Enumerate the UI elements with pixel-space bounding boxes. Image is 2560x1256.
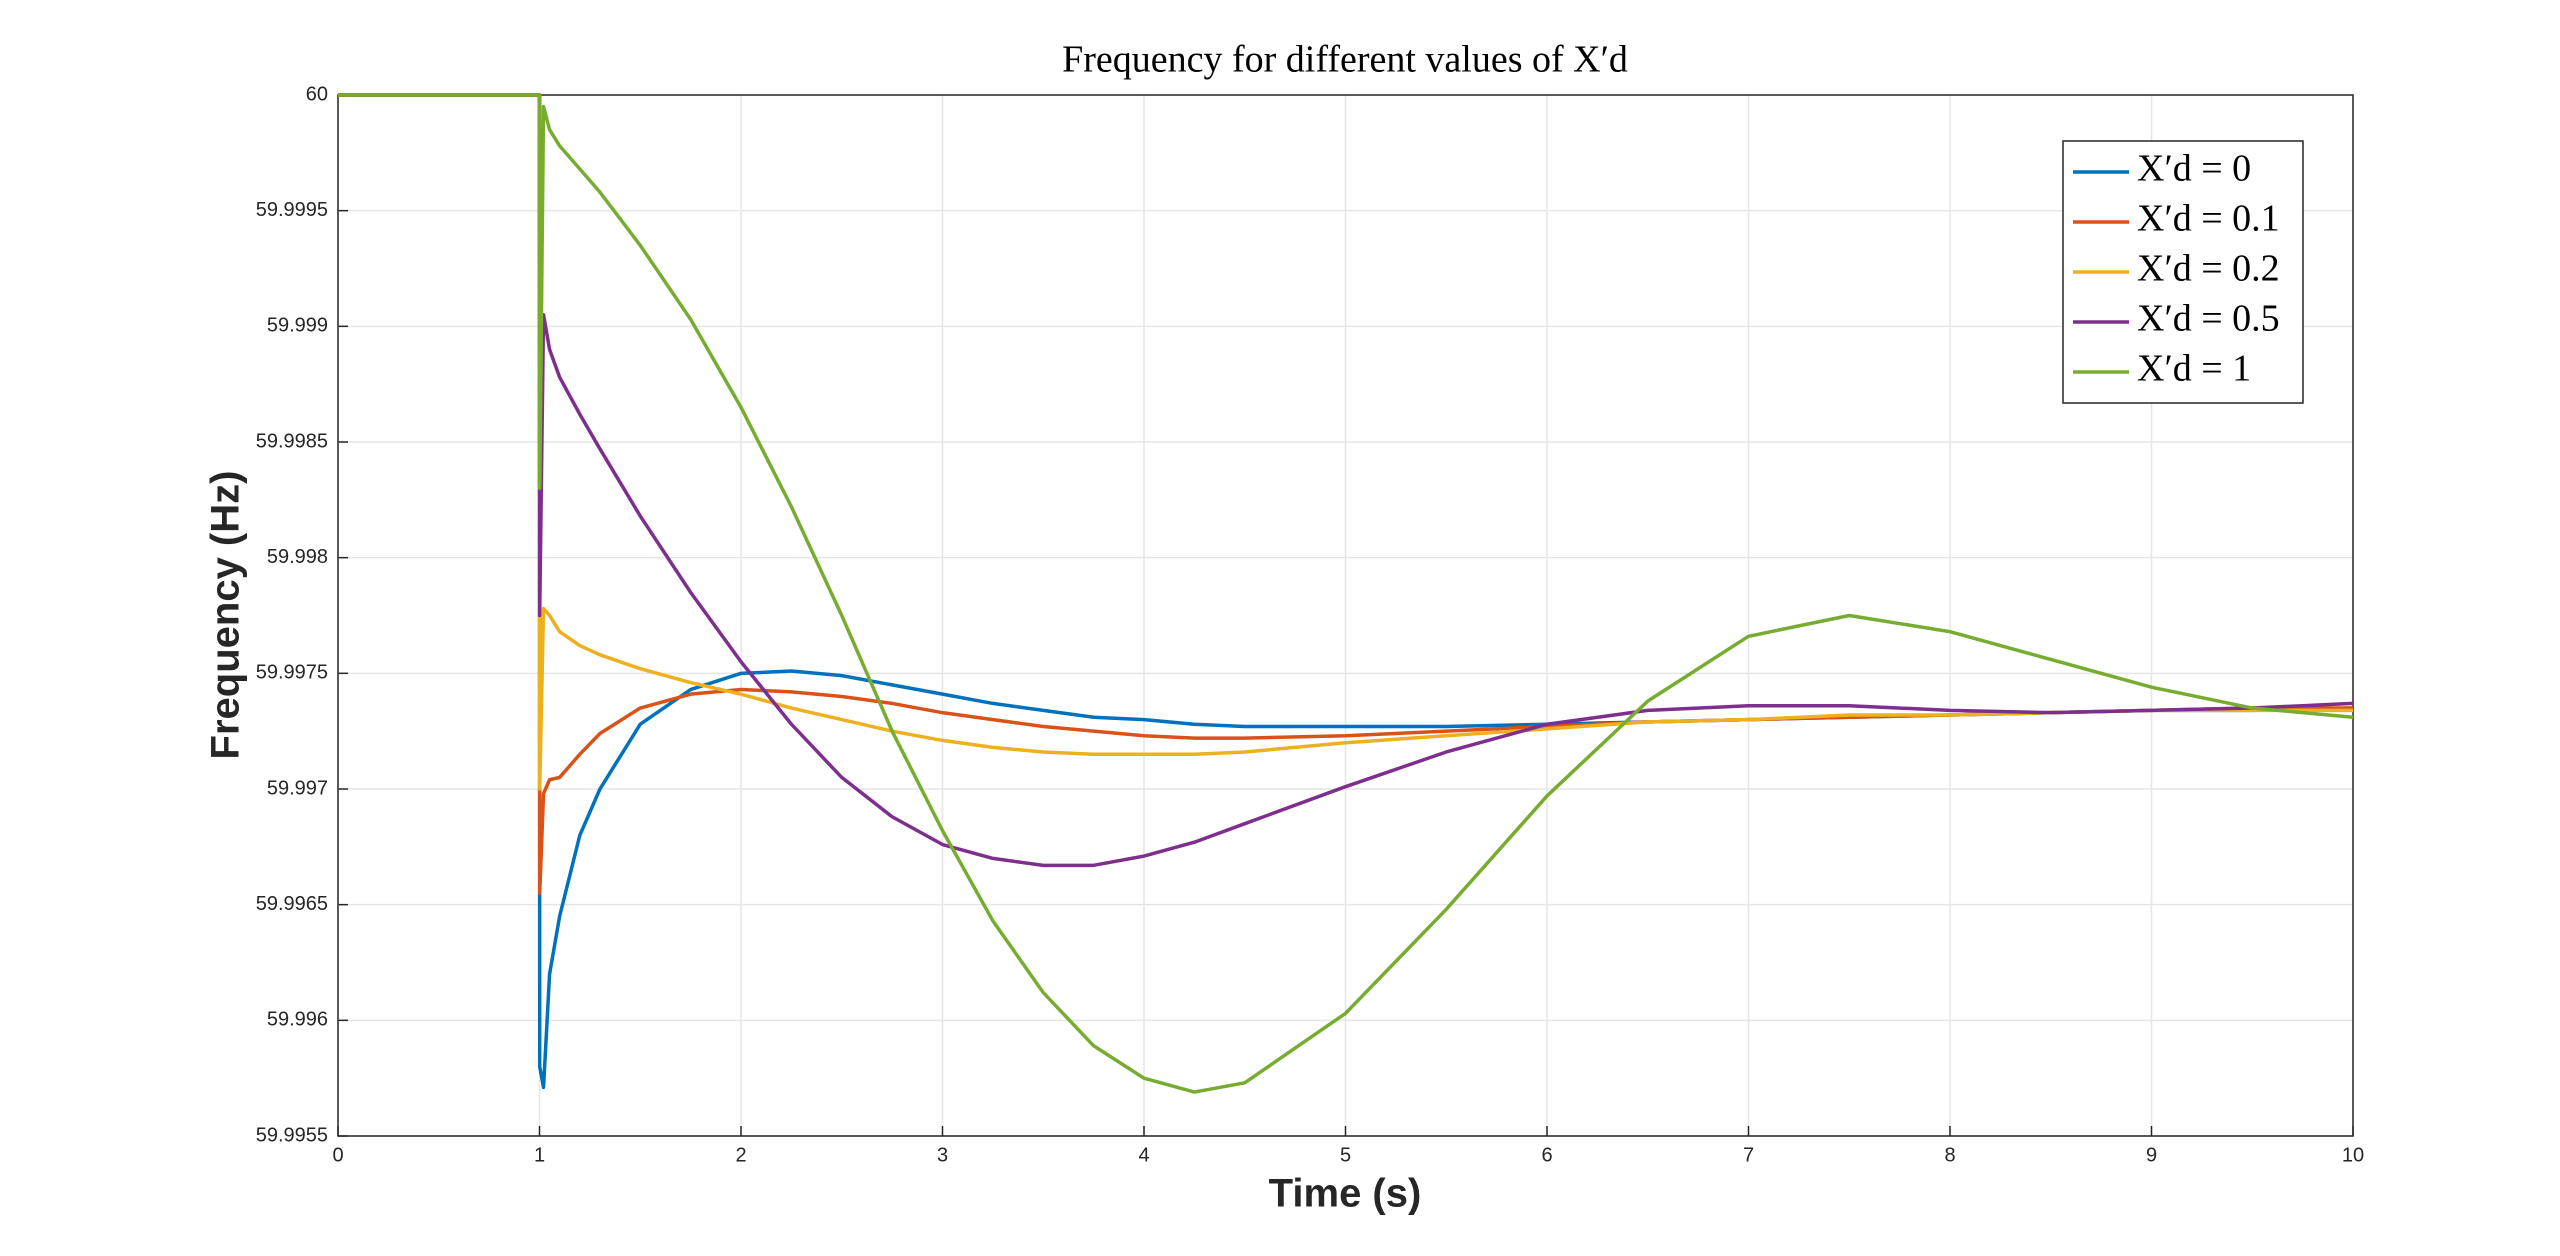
legend-label: X′d = 0.1 — [2137, 198, 2280, 240]
x-tick-label: 8 — [1944, 1144, 1955, 1166]
series-line — [338, 93, 2353, 791]
axes-box — [337, 94, 2354, 1137]
y-tick-label: 59.997 — [267, 777, 328, 799]
x-tick-label: 2 — [735, 1144, 746, 1166]
x-tick-label: 0 — [332, 1144, 343, 1166]
y-tick-label: 59.9995 — [256, 199, 328, 221]
x-tick-label: 9 — [2146, 1144, 2157, 1166]
legend-label: X′d = 0 — [2137, 148, 2251, 190]
x-tick-label: 4 — [1138, 1144, 1149, 1166]
legend: X′d = 0 X′d = 0.1 X′d = 0.2 X′d = 0.5 X′d = … — [2062, 140, 2304, 404]
y-tick-label: 59.999 — [267, 315, 328, 337]
x-axis-label: Time (s) — [1269, 1172, 1422, 1216]
y-axis-label: Frequency (Hz) — [204, 471, 248, 760]
legend-label: X′d = 0.5 — [2137, 298, 2280, 340]
x-tick-label: 7 — [1743, 1144, 1754, 1166]
y-tick-label: 59.9955 — [256, 1124, 328, 1146]
x-tick-label: 5 — [1340, 1144, 1351, 1166]
y-tick-label: 59.996 — [267, 1009, 328, 1031]
legend-label: X′d = 0.2 — [2137, 248, 2280, 290]
series-line — [338, 93, 2353, 895]
y-tick-label: 59.9975 — [256, 662, 328, 684]
x-tick-label: 1 — [534, 1144, 545, 1166]
x-tick-label: 10 — [2342, 1144, 2364, 1166]
x-tick-label: 3 — [937, 1144, 948, 1166]
series-line — [338, 93, 2354, 868]
series-line — [338, 93, 2354, 1094]
chart-title: Frequency for different values of X′d — [1062, 39, 1628, 81]
y-tick-label: 59.998 — [267, 546, 328, 568]
y-tick-label: 60 — [306, 83, 328, 105]
y-tick-label: 59.9965 — [256, 893, 328, 915]
legend-label: X′d = 1 — [2137, 348, 2251, 390]
x-tick-label: 6 — [1541, 1144, 1552, 1166]
y-tick-label: 59.9985 — [256, 430, 328, 452]
